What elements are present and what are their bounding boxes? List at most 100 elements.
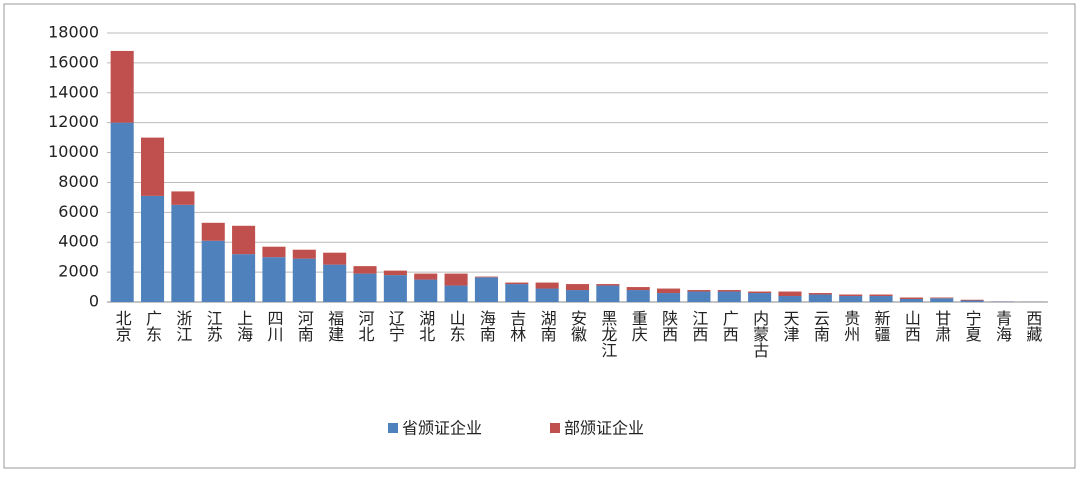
x-tick-label: 安徽 (568, 310, 587, 342)
legend-swatch (550, 423, 560, 433)
x-tick-label: 新疆 (872, 310, 891, 342)
bar-segment (202, 223, 225, 241)
bar-segment (596, 286, 619, 302)
bar-segment (687, 292, 710, 302)
bar-segment (353, 266, 376, 273)
bar-segment (930, 298, 953, 302)
bar-segment (384, 271, 407, 275)
bar-segment (930, 298, 953, 299)
bar-segment (262, 247, 285, 257)
bar-segment (900, 299, 923, 302)
bar-segment (809, 293, 832, 294)
y-tick-label: 18000 (48, 23, 99, 42)
x-tick-label: 河南 (295, 310, 314, 342)
bar-segment (414, 280, 437, 302)
legend-swatch (388, 423, 398, 433)
bar-segment (111, 123, 134, 302)
bar-segment (778, 296, 801, 302)
bar-segment (566, 284, 589, 290)
bar-segment (475, 277, 498, 278)
bar-segment (778, 292, 801, 296)
bar-segment (839, 296, 862, 302)
bar-segment (445, 274, 468, 286)
bar-segment (323, 253, 346, 265)
bar-segment (657, 293, 680, 302)
x-tick-label: 青海 (993, 310, 1012, 342)
x-tick-label: 广东 (143, 310, 162, 342)
y-tick-label: 8000 (58, 172, 99, 191)
bar-segment (141, 138, 164, 196)
bar-segment (566, 290, 589, 302)
x-tick-label: 江西 (689, 310, 708, 342)
x-tick-label: 福建 (325, 310, 344, 342)
x-tick-label: 西藏 (1023, 310, 1042, 343)
bar-segment (323, 265, 346, 302)
bar-segment (809, 295, 832, 302)
x-tick-label: 湖南 (538, 310, 557, 342)
x-tick-label: 辽宁 (386, 310, 405, 342)
bar-segment (202, 241, 225, 302)
bar-segment (748, 292, 771, 293)
y-tick-label: 14000 (48, 82, 99, 101)
bar-segment (657, 289, 680, 293)
bar-segment (536, 289, 559, 302)
bar-segment (293, 259, 316, 302)
bar-segment (353, 274, 376, 302)
x-tick-label: 甘肃 (932, 310, 951, 342)
bar-segment (232, 226, 255, 254)
bar-segment (870, 296, 893, 302)
bar-segment (536, 283, 559, 289)
x-tick-label: 山东 (447, 310, 466, 342)
bar-segment (839, 295, 862, 296)
bar-segment (171, 205, 194, 302)
x-tick-label: 河北 (356, 310, 375, 342)
bar-segment (262, 257, 285, 302)
bar-segment (141, 196, 164, 302)
bar-segment (171, 191, 194, 204)
bar-segment (627, 287, 650, 290)
y-tick-label: 2000 (58, 262, 99, 281)
x-tick-label: 宁夏 (963, 310, 982, 342)
chart-border (4, 4, 1075, 468)
y-tick-label: 0 (89, 292, 99, 311)
x-tick-label: 浙江 (173, 310, 192, 342)
y-tick-label: 16000 (48, 52, 99, 71)
bar-segment (961, 301, 984, 302)
bar-segment (870, 295, 893, 296)
x-tick-label: 四川 (264, 310, 283, 342)
x-tick-label: 湖北 (416, 310, 435, 342)
x-tick-label: 贵州 (841, 310, 860, 342)
x-tick-label: 海南 (477, 310, 496, 342)
bar-segment (900, 298, 923, 299)
y-tick-label: 4000 (58, 232, 99, 251)
x-tick-label: 广西 (720, 310, 739, 342)
legend-label: 省颁证企业 (402, 419, 482, 438)
bar-segment (505, 283, 528, 284)
bar-segment (293, 250, 316, 259)
x-tick-label: 江苏 (204, 310, 223, 343)
bar-segment (627, 290, 650, 302)
bar-segment (475, 277, 498, 302)
legend-label: 部颁证企业 (564, 419, 644, 438)
x-tick-label: 黑龙江 (598, 310, 617, 358)
x-tick-label: 山西 (902, 310, 921, 342)
bar-segment (505, 284, 528, 302)
x-tick-label: 内蒙古 (750, 310, 769, 358)
bar-segment (687, 290, 710, 291)
bar-segment (445, 286, 468, 302)
x-tick-label: 吉林 (507, 310, 526, 342)
bar-segment (718, 292, 741, 302)
y-tick-label: 6000 (58, 202, 99, 221)
x-tick-label: 云南 (811, 310, 830, 342)
x-tick-label: 天津 (780, 310, 799, 342)
bar-segment (718, 290, 741, 291)
y-tick-label: 12000 (48, 112, 99, 131)
x-tick-label: 陕西 (659, 310, 678, 342)
bar-segment (596, 284, 619, 285)
bar-segment (414, 274, 437, 280)
bar-segment (111, 51, 134, 123)
y-tick-label: 10000 (48, 142, 99, 161)
bar-segment (384, 275, 407, 302)
bar-segment (232, 254, 255, 302)
